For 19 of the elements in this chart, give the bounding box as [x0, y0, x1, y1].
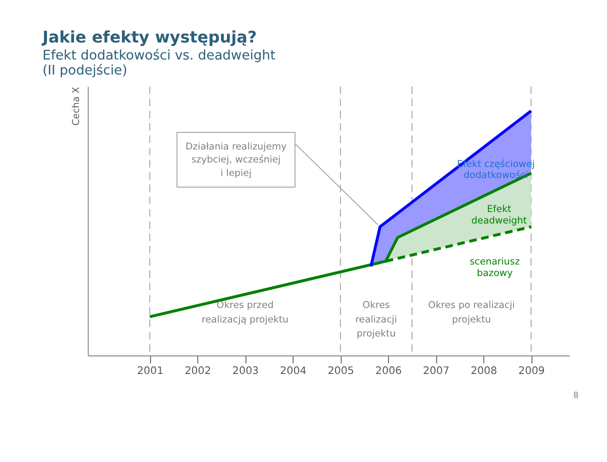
x-tick-label: 2009 [518, 364, 545, 377]
annotation: Działania realizujemy szybciej, wcześniej i lepiej [185, 141, 288, 179]
x-tick-label: 2002 [184, 364, 212, 377]
text: 8 [573, 390, 579, 401]
y-axis-title: Cecha X [70, 86, 82, 126]
x-tick-label: 2004 [280, 364, 307, 377]
series-label: Efekt deadweight [471, 204, 528, 227]
x-tick-label: 2007 [423, 364, 450, 377]
annotation: Okres przed realizacją projektu [202, 300, 289, 326]
x-tick-label: 2003 [232, 364, 259, 377]
x-tick-label: 2005 [328, 364, 354, 377]
x-tick-label: 2008 [470, 364, 498, 377]
x-tick-label: 2001 [137, 364, 164, 377]
annotation: Okres po realizacji projektu [428, 300, 515, 326]
x-tick-label: 2006 [375, 364, 402, 377]
series-label: scenariusz bazowy [470, 256, 520, 279]
chart-title: Jakie efekty występują? [41, 27, 257, 46]
chart-subtitle: Efekt dodatkowości vs. deadweight (II podejście) [42, 48, 276, 79]
annotation: Okres realizacji projektu [355, 300, 398, 340]
